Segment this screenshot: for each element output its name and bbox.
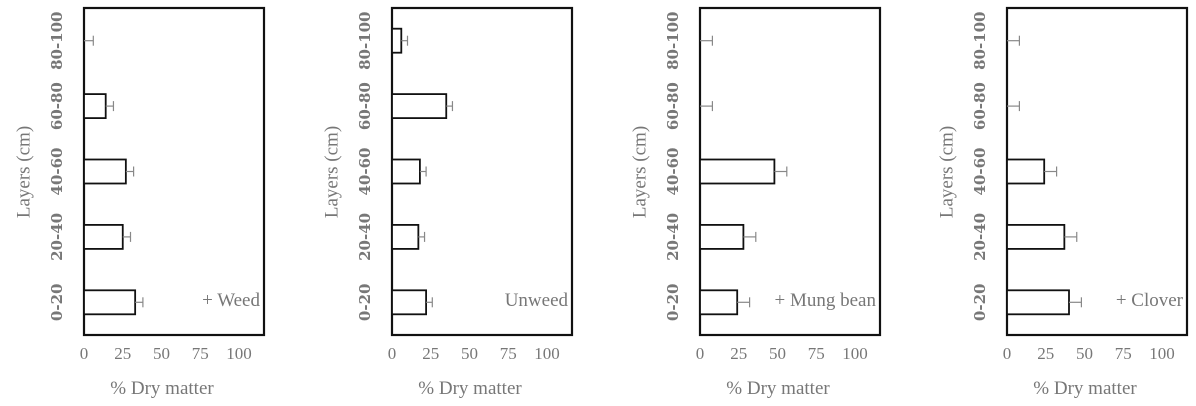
x-axis-label: % Dry matter	[726, 378, 830, 399]
x-tick-label: 25	[422, 344, 439, 363]
x-tick-label: 100	[842, 344, 868, 363]
bar	[1006, 158, 1046, 185]
y-tick-label: 60-80	[971, 82, 989, 130]
bar	[83, 93, 107, 119]
x-tick-label: 0	[80, 344, 89, 363]
x-tick-label: 0	[1003, 344, 1012, 363]
x-tick-label: 25	[730, 344, 747, 363]
panel-label: Unweed	[505, 290, 569, 311]
y-tick-label: 0-20	[664, 284, 682, 322]
bar	[83, 223, 124, 250]
bar	[83, 158, 127, 185]
x-tick-label: 0	[388, 344, 397, 363]
bar	[391, 27, 403, 54]
x-tick-label: 75	[808, 344, 825, 363]
y-tick-label: 0-20	[356, 284, 374, 322]
y-tick-label: 40-60	[971, 148, 989, 196]
y-tick-label: 40-60	[356, 148, 374, 196]
x-tick-label: 75	[1115, 344, 1132, 363]
chart-panel: 0-20 20-40 40-60 60-80 80-100 0 25 50 75 100 % Dry…	[14, 6, 266, 399]
y-tick-label: 40-60	[664, 148, 682, 196]
panel-label: + Clover	[1116, 290, 1184, 311]
x-tick-label: 50	[1076, 344, 1093, 363]
y-tick-label: 0-20	[48, 284, 66, 322]
x-tick-label: 25	[1037, 344, 1054, 363]
y-tick-label: 60-80	[664, 82, 682, 130]
y-tick-label: 80-100	[971, 11, 989, 69]
bar	[1006, 289, 1070, 316]
bar	[391, 289, 427, 316]
y-tick-label: 20-40	[48, 213, 66, 261]
y-tick-label: 80-100	[356, 11, 374, 69]
chart-panel: 0-20 20-40 40-60 60-80 80-100 0 25 50 75 100 % Dry…	[322, 6, 574, 399]
y-tick-label: 80-100	[48, 11, 66, 69]
panel-label: + Weed	[202, 290, 260, 311]
bar	[1006, 223, 1066, 250]
y-axis-label: Layers (cm)	[937, 126, 958, 218]
x-tick-label: 50	[769, 344, 786, 363]
x-axis-label: % Dry matter	[418, 378, 522, 399]
y-tick-label: 60-80	[48, 82, 66, 130]
y-tick-label: 20-40	[971, 213, 989, 261]
bar	[699, 289, 739, 316]
y-tick-label: 20-40	[356, 213, 374, 261]
x-tick-label: 50	[461, 344, 478, 363]
x-tick-label: 0	[696, 344, 705, 363]
x-tick-label: 100	[226, 344, 252, 363]
x-tick-label: 25	[114, 344, 131, 363]
y-axis-label: Layers (cm)	[322, 126, 343, 218]
panel-label: + Mung bean	[775, 290, 877, 311]
y-tick-label: 60-80	[356, 82, 374, 130]
x-tick-label: 100	[1149, 344, 1175, 363]
chart-panel: 0-20 20-40 40-60 60-80 80-100 0 25 50 75 100 % Dry…	[630, 6, 882, 399]
bar	[391, 158, 421, 185]
bar	[83, 289, 137, 316]
y-tick-label: 80-100	[664, 11, 682, 69]
chart-panel: 0-20 20-40 40-60 60-80 80-100 0 25 50 75 100 % Dry…	[937, 6, 1189, 399]
bar	[699, 158, 776, 185]
y-axis-label: Layers (cm)	[14, 126, 35, 218]
bar	[699, 223, 745, 250]
y-tick-label: 40-60	[48, 148, 66, 196]
x-axis-label: % Dry matter	[110, 378, 214, 399]
x-tick-label: 75	[192, 344, 209, 363]
y-tick-label: 0-20	[971, 284, 989, 322]
y-tick-label: 20-40	[664, 213, 682, 261]
x-tick-label: 50	[153, 344, 170, 363]
y-axis-label: Layers (cm)	[630, 126, 651, 218]
x-tick-label: 75	[500, 344, 517, 363]
bar	[391, 223, 420, 250]
x-axis-label: % Dry matter	[1033, 378, 1137, 399]
bar	[391, 93, 448, 119]
x-tick-label: 100	[534, 344, 560, 363]
